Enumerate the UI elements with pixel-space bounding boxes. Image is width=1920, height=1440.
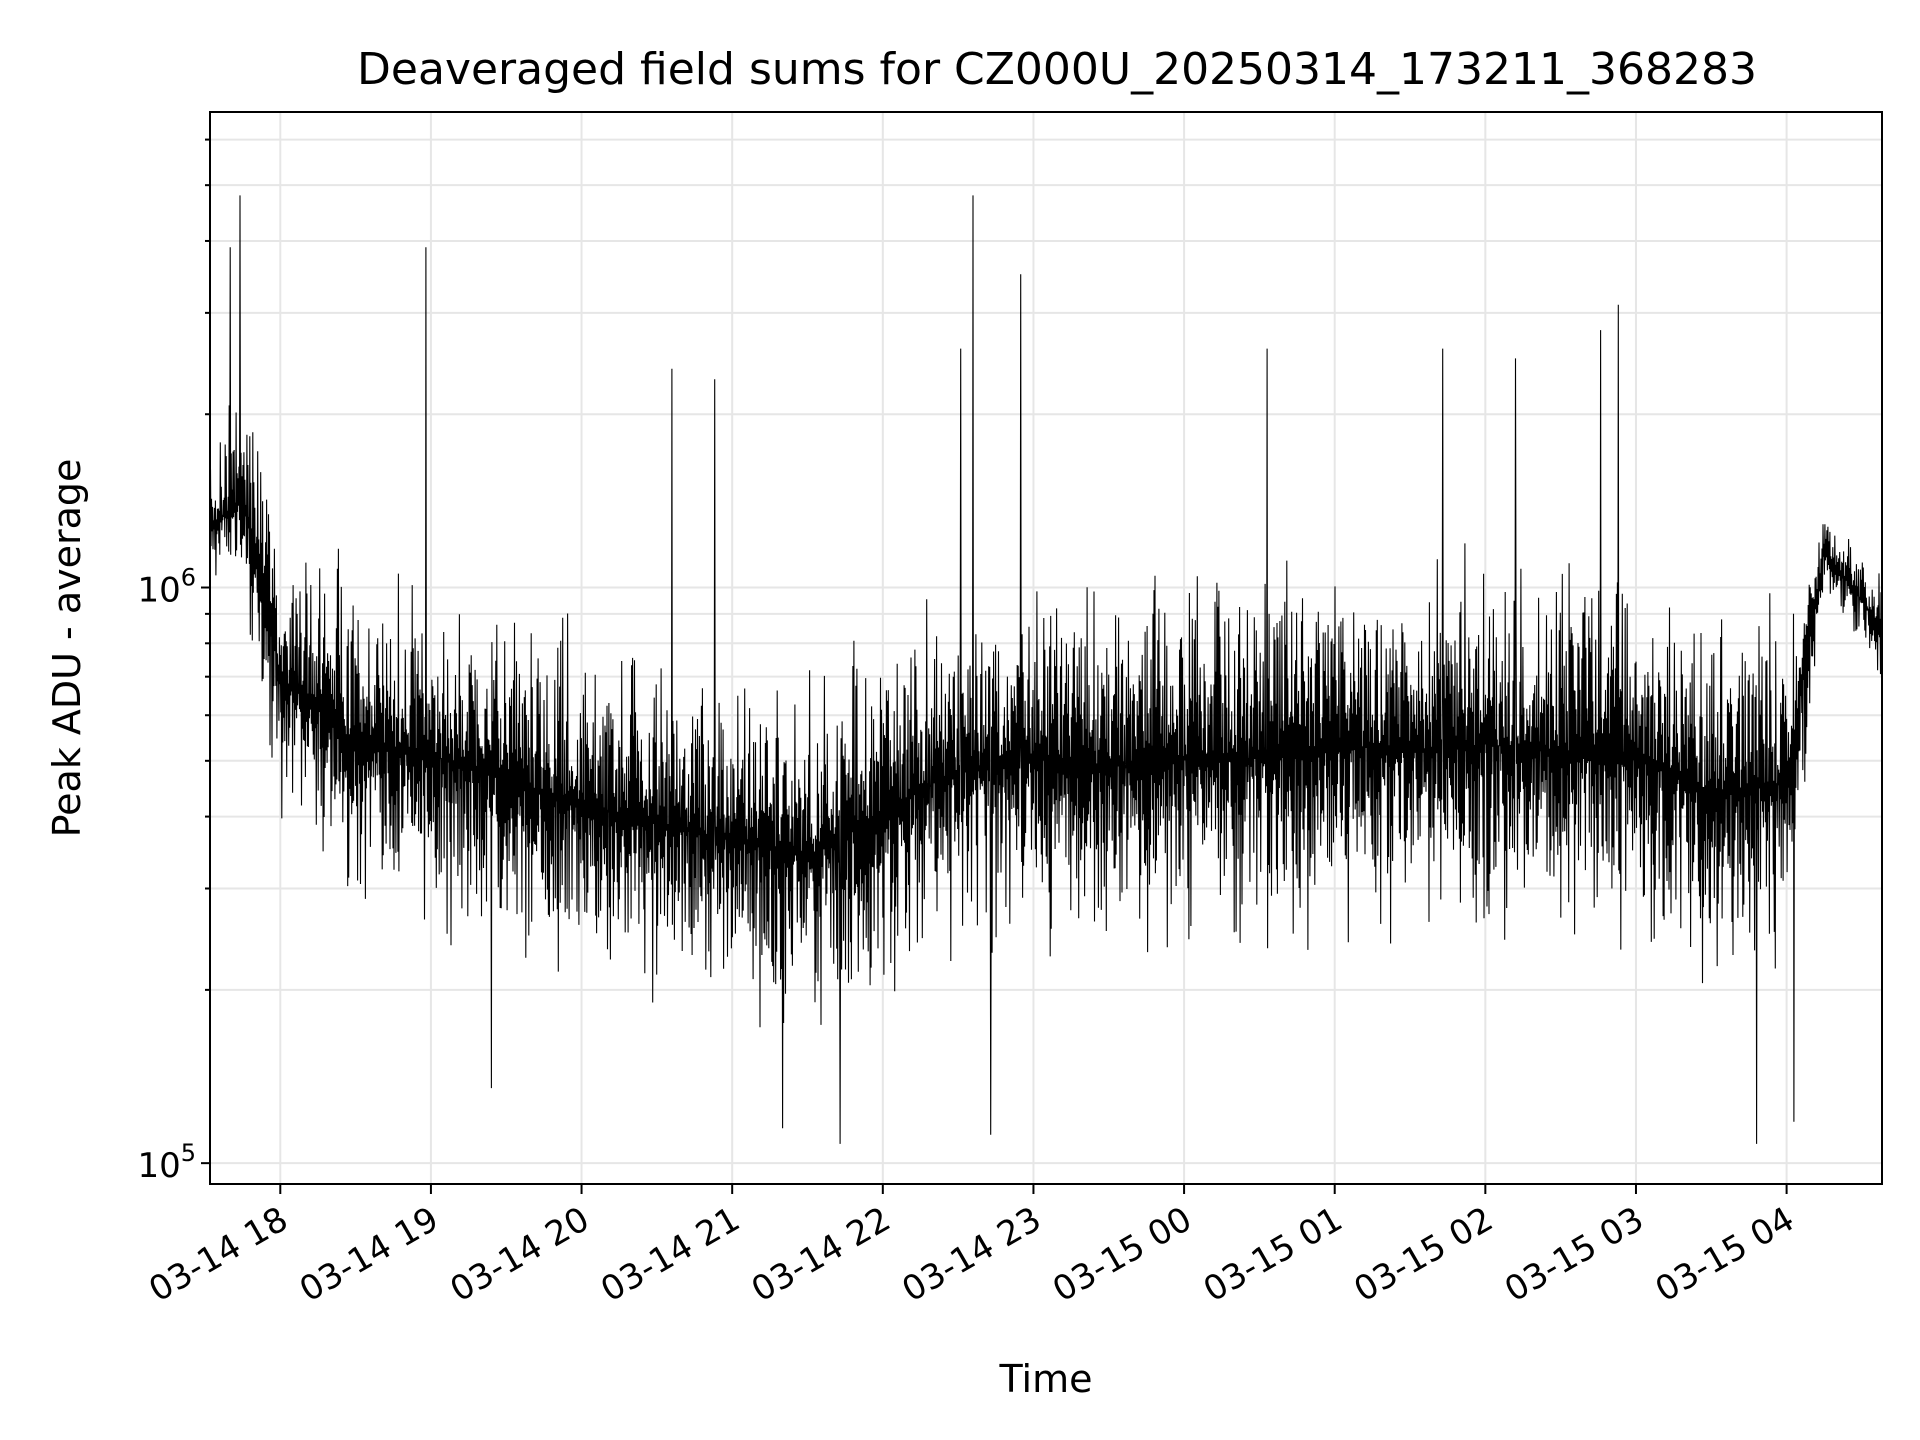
series-line [209,195,1883,1144]
y-tick-label-base: 10 [137,571,180,611]
y-tick-label-exponent: 5 [181,1139,196,1167]
data-series [209,195,1883,1144]
y-axis-label: Peak ADU - average [45,459,89,838]
x-axis-label: Time [999,1357,1093,1401]
plot-area-frame [209,111,1883,1185]
y-tick-label-exponent: 6 [181,564,196,592]
chart-title: Deaveraged field sums for CZ000U_2025031… [357,44,1757,95]
y-tick-label: 105 [137,1139,196,1186]
y-tick-label: 106 [137,564,196,611]
grid-lines [210,112,1882,1184]
y-tick-label-base: 10 [137,1146,180,1186]
